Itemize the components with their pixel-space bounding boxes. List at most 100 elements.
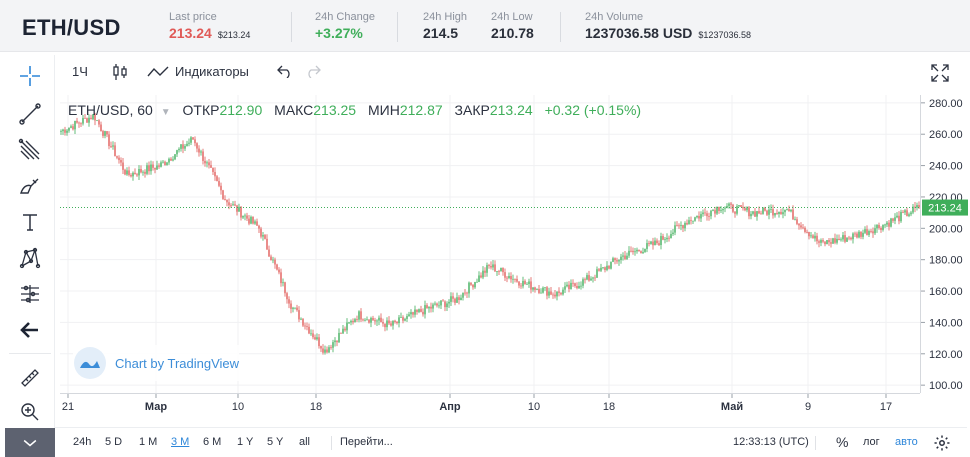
candle-body: [132, 172, 134, 177]
legend-symbol[interactable]: ETH/USD, 60: [68, 102, 153, 118]
candle-body: [252, 216, 254, 224]
candle-body: [812, 235, 814, 239]
candle-body: [526, 284, 528, 285]
candle-body: [898, 215, 900, 222]
candle-body: [196, 143, 198, 149]
candle-body: [560, 292, 562, 295]
candle-body: [566, 284, 568, 287]
percent-toggle[interactable]: %: [836, 434, 849, 450]
candle-body: [496, 271, 498, 272]
candle-body: [176, 150, 178, 155]
candle-body: [748, 207, 750, 217]
candle-body: [352, 320, 354, 323]
candle-body: [104, 131, 106, 136]
candle-body: [114, 145, 116, 157]
candle-body: [364, 319, 366, 321]
ruler-icon[interactable]: [15, 363, 45, 393]
price-tick-label: 160.00: [929, 286, 963, 298]
candle-body: [354, 319, 356, 323]
candle-body: [332, 342, 334, 348]
candle-body: [330, 347, 332, 348]
price-tick-label: 200.00: [929, 223, 963, 235]
time-tick-label: 9: [805, 401, 811, 413]
candle-body: [264, 235, 266, 239]
zoom-icon[interactable]: [15, 397, 45, 427]
candle-body: [82, 117, 84, 124]
redo-icon[interactable]: [305, 64, 321, 78]
candle-body: [800, 225, 802, 228]
candle-body: [766, 210, 768, 215]
candle-body: [426, 305, 428, 309]
range-5d[interactable]: 5 D: [105, 436, 123, 448]
price-axis[interactable]: 100.00 120.00 140.00 160.00 180.00 200.00 220.…: [920, 95, 968, 393]
text-icon[interactable]: [15, 207, 45, 237]
candle-body: [584, 279, 586, 281]
candle-body: [274, 259, 276, 265]
candle-body: [450, 296, 452, 302]
candle-body: [896, 215, 898, 218]
candle-body: [124, 169, 126, 175]
range-24h[interactable]: 24h: [73, 436, 92, 448]
legend-dropdown-icon[interactable]: ▼: [160, 107, 171, 118]
brush-icon[interactable]: [15, 171, 45, 201]
candle-body: [644, 248, 646, 252]
candle-body: [288, 299, 290, 304]
log-toggle[interactable]: лог: [863, 436, 880, 448]
pattern-icon[interactable]: [15, 243, 45, 273]
gear-icon[interactable]: [933, 434, 951, 457]
candle-body: [74, 120, 76, 130]
range-all[interactable]: all: [299, 436, 311, 448]
candle-body: [486, 265, 488, 273]
candle-body: [540, 292, 542, 294]
undo-icon[interactable]: [277, 64, 293, 78]
candle-body: [784, 209, 786, 213]
candle-body: [586, 275, 588, 280]
candle-body: [342, 328, 344, 334]
indicators-button[interactable]: Индикаторы: [147, 64, 249, 79]
candle-body: [740, 205, 742, 207]
candle-body: [480, 275, 482, 278]
candle-body: [334, 340, 336, 343]
price-chart[interactable]: [60, 95, 920, 393]
candle-body: [604, 267, 606, 270]
range-1m[interactable]: 1 M: [139, 436, 158, 448]
candle-body: [520, 285, 522, 287]
pair-title: ETH/USD: [22, 15, 121, 40]
candle-body: [602, 267, 604, 269]
goto-date-button[interactable]: Перейти...: [340, 436, 393, 448]
trendline-icon[interactable]: [15, 99, 45, 129]
candle-body: [610, 261, 612, 269]
candle-body: [194, 139, 196, 144]
measure-icon[interactable]: [15, 279, 45, 309]
back-arrow-icon[interactable]: [15, 315, 45, 345]
time-axis[interactable]: 21 Мар 10 18 Апр 10 18 Май 9 17: [60, 393, 920, 415]
legend-open-label: ОТКР: [182, 102, 220, 118]
candle-body: [98, 120, 100, 125]
candle-body: [592, 277, 594, 279]
auto-toggle[interactable]: авто: [895, 436, 918, 448]
collapse-toolbar-button[interactable]: [5, 428, 55, 457]
candle-body: [718, 206, 720, 211]
pitchfork-icon[interactable]: [15, 135, 45, 165]
range-6m[interactable]: 6 M: [203, 436, 222, 448]
candles-icon[interactable]: [112, 63, 128, 81]
candle-body: [846, 237, 848, 242]
candle-body: [552, 294, 554, 296]
fullscreen-icon[interactable]: [931, 64, 949, 82]
candle-body: [168, 158, 170, 163]
range-3m[interactable]: 3 M: [171, 436, 190, 448]
candle-body: [448, 301, 450, 304]
candle-body: [888, 222, 890, 227]
candle-body: [622, 255, 624, 257]
interval-button[interactable]: 1Ч: [72, 64, 88, 79]
candle-body: [594, 277, 596, 279]
candle-body: [672, 232, 674, 234]
crosshair-icon[interactable]: [15, 61, 45, 91]
candle-body: [174, 154, 176, 160]
range-1y[interactable]: 1 Y: [237, 436, 254, 448]
candle-body: [224, 199, 226, 200]
tradingview-badge[interactable]: Chart by TradingView: [73, 345, 240, 381]
range-5y[interactable]: 5 Y: [267, 436, 284, 448]
candle-body: [390, 323, 392, 326]
drawing-toolbar: [5, 55, 55, 457]
